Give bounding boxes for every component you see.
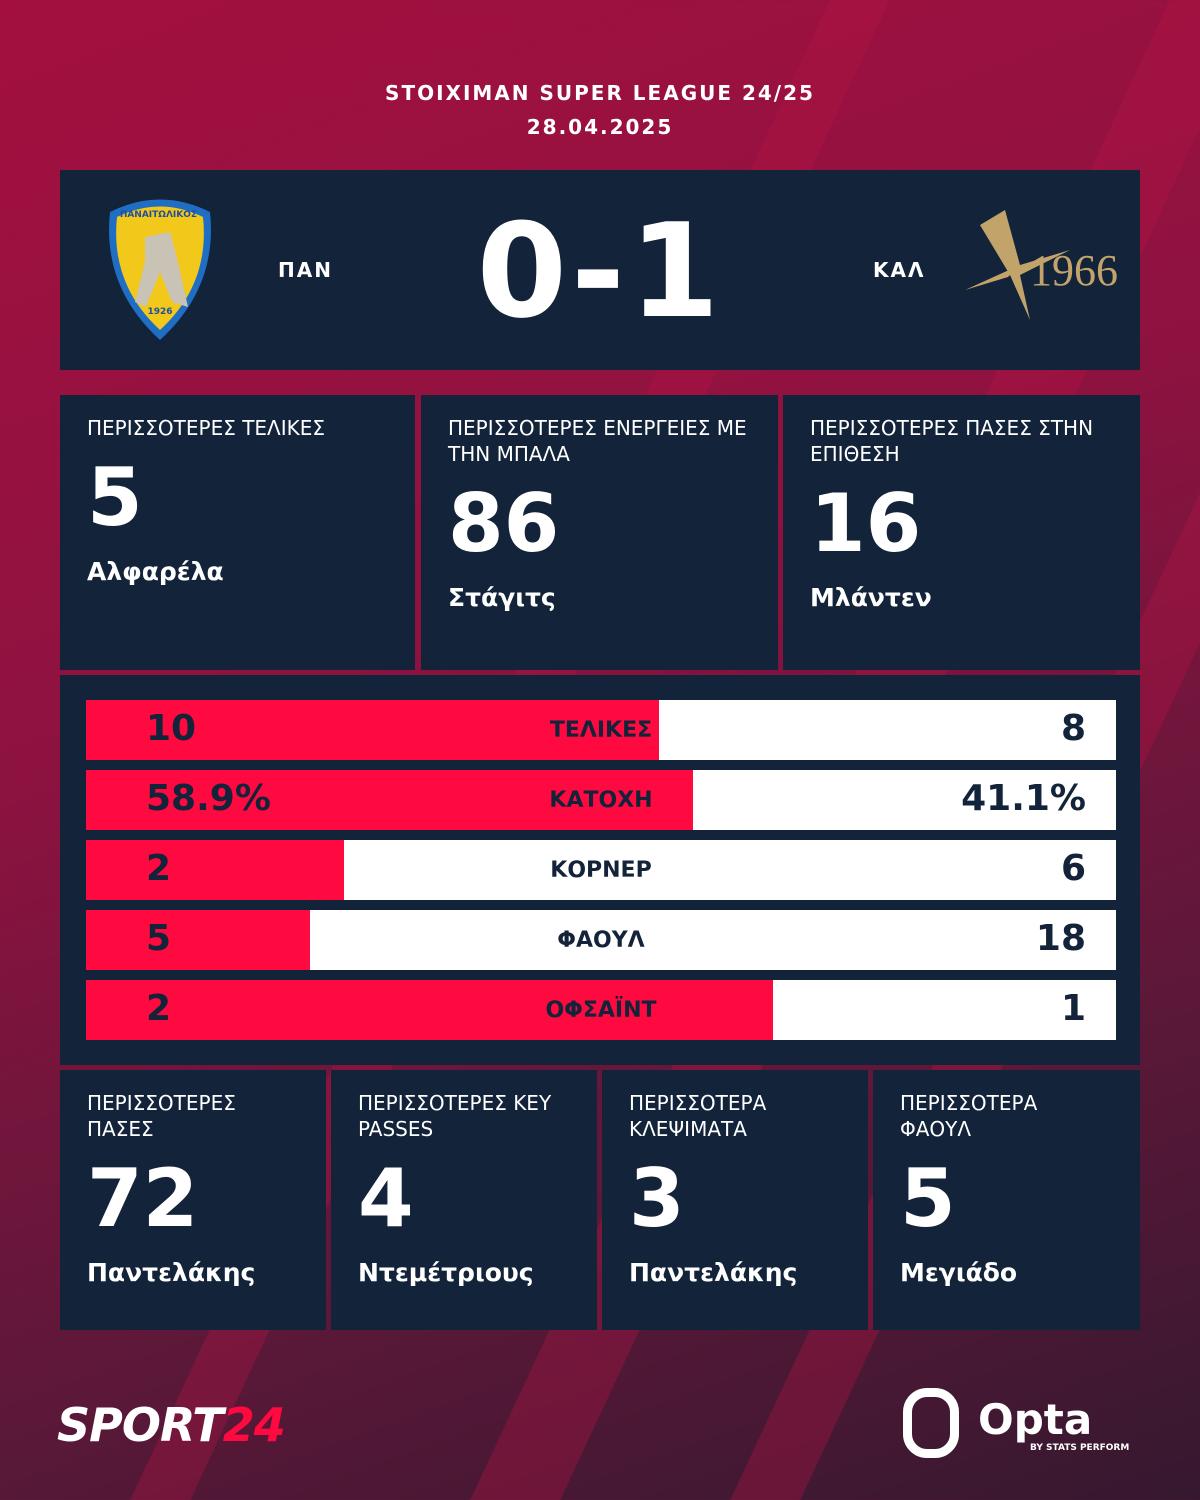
competition: STOIXIMAN SUPER LEAGUE 24/25 bbox=[385, 81, 815, 105]
home-logo-text: ΠΑΝΑΙΤΩΛΙΚΟΣ 1926 bbox=[120, 210, 200, 317]
card-player: Παντελάκης bbox=[87, 1258, 256, 1287]
card-title: ΠΕΡΙΣΣΟΤΕΡΑ ΦΑΟΥΛ bbox=[900, 1091, 1038, 1141]
card-value: 5 bbox=[900, 1152, 956, 1245]
stat-card: ΠΕΡΙΣΣΟΤΕΡΑ ΦΑΟΥΛ 5 Μεγιάδο bbox=[873, 1070, 1140, 1330]
team-stats: 10 ΤΕΛΙΚΕΣ 8 58.9% ΚΑΤΟΧΗ 41.1% 2 ΚΟΡΝΕΡ 6 5 ΦΑΟΥΛ… bbox=[60, 675, 1140, 1065]
stat-bar: 58.9% ΚΑΤΟΧΗ 41.1% bbox=[86, 770, 1116, 830]
away-team-abbr: ΚΑΛ bbox=[873, 258, 926, 282]
home-fill bbox=[86, 770, 693, 830]
card-value: 86 bbox=[448, 477, 560, 570]
header: STOIXIMAN SUPER LEAGUE 24/25 28.04.2025 bbox=[0, 76, 1200, 144]
stat-bar: 2 ΚΟΡΝΕΡ 6 bbox=[86, 840, 1116, 900]
card-title: ΠΕΡΙΣΣΟΤΕΡΑ ΚΛΕΨΙΜΑΤΑ bbox=[629, 1091, 767, 1141]
card-player: Παντελάκης bbox=[629, 1258, 798, 1287]
scoreboard: ΠΑΝΑΙΤΩΛΙΚΟΣ 1926 ΠΑΝ 0-1 ΚΑΛ 1966 bbox=[60, 170, 1140, 370]
sport24-logo-a: SPORT bbox=[57, 1398, 224, 1452]
stat-card: ΠΕΡΙΣΣΟΤΕΡΕΣ ΠΑΣΕΣ ΣΤΗΝ ΕΠΙΘΕΣΗ 16 Μλάντεν bbox=[783, 395, 1140, 670]
home-value: 2 bbox=[146, 988, 172, 1029]
stat-card: ΠΕΡΙΣΣΟΤΕΡΕΣ ΕΝΕΡΓΕΙΕΣ ΜΕ ΤΗΝ ΜΠΑΛΑ 86 Στά… bbox=[421, 395, 778, 670]
away-value: 1 bbox=[1060, 988, 1086, 1029]
card-player: Στάγιτς bbox=[448, 583, 556, 612]
stat-bar: 10 ΤΕΛΙΚΕΣ 8 bbox=[86, 700, 1116, 760]
card-player: Μεγιάδο bbox=[900, 1258, 1018, 1287]
home-fill bbox=[86, 840, 344, 900]
away-value: 41.1% bbox=[961, 778, 1086, 819]
home-team-abbr: ΠΑΝ bbox=[278, 258, 333, 282]
home-team-logo: ΠΑΝΑΙΤΩΛΙΚΟΣ 1926 bbox=[109, 199, 211, 340]
away-value: 18 bbox=[1035, 918, 1086, 959]
away-team-logo: 1966 bbox=[965, 210, 1118, 320]
stat-card: ΠΕΡΙΣΣΟΤΕΡΕΣ ΠΑΣΕΣ 72 Παντελάκης bbox=[60, 1070, 326, 1330]
match-date: 28.04.2025 bbox=[526, 115, 674, 139]
card-player: Αλφαρέλα bbox=[87, 557, 224, 586]
card-title: ΠΕΡΙΣΣΟΤΕΡΕΣ ΕΝΕΡΓΕΙΕΣ ΜΕ ΤΗΝ ΜΠΑΛΑ bbox=[448, 416, 747, 466]
card-player: Μλάντεν bbox=[810, 583, 932, 612]
stat-label: ΚΑΤΟΧΗ bbox=[549, 788, 653, 813]
stat-label: ΚΟΡΝΕΡ bbox=[550, 858, 652, 883]
card-title: ΠΕΡΙΣΣΟΤΕΡΕΣ ΤΕΛΙΚΕΣ bbox=[87, 416, 326, 440]
away-value: 6 bbox=[1060, 848, 1086, 889]
home-fill bbox=[86, 910, 310, 970]
card-title: ΠΕΡΙΣΣΟΤΕΡΕΣ ΠΑΣΕΣ ΣΤΗΝ ΕΠΙΘΕΣΗ bbox=[810, 416, 1094, 466]
card-title: ΠΕΡΙΣΣΟΤΕΡΕΣ ΠΑΣΕΣ bbox=[87, 1091, 236, 1141]
stat-card: ΠΕΡΙΣΣΟΤΕΡΕΣ ΤΕΛΙΚΕΣ 5 Αλφαρέλα bbox=[60, 395, 415, 670]
stat-card: ΠΕΡΙΣΣΟΤΕΡΕΣ KEY PASSES 4 Ντεμέτριους bbox=[331, 1070, 597, 1330]
card-value: 5 bbox=[87, 451, 143, 544]
opta-icon bbox=[903, 1388, 959, 1458]
home-value: 58.9% bbox=[146, 778, 271, 819]
card-value: 72 bbox=[87, 1152, 199, 1245]
stat-bar: 2 ΟΦΣΑΪΝΤ 1 bbox=[86, 980, 1116, 1040]
card-value: 16 bbox=[810, 477, 922, 570]
card-value: 3 bbox=[629, 1152, 685, 1245]
home-value: 5 bbox=[146, 918, 172, 959]
score: 0-1 bbox=[476, 195, 724, 347]
card-value: 4 bbox=[358, 1152, 414, 1245]
stat-label: ΟΦΣΑΪΝΤ bbox=[545, 998, 657, 1023]
stat-label: ΦΑΟΥΛ bbox=[557, 928, 645, 953]
away-value: 8 bbox=[1060, 708, 1086, 749]
sport24-logo-b: 24 bbox=[222, 1398, 286, 1452]
card-title: ΠΕΡΙΣΣΟΤΕΡΕΣ KEY PASSES bbox=[358, 1091, 552, 1141]
away-logo-text: 1966 bbox=[1030, 246, 1118, 295]
opta-sub: BY STATS PERFORM bbox=[1030, 1443, 1130, 1453]
card-player: Ντεμέτριους bbox=[358, 1258, 534, 1287]
home-value: 2 bbox=[146, 848, 172, 889]
stat-bar: 5 ΦΑΟΥΛ 18 bbox=[86, 910, 1116, 970]
stat-label: ΤΕΛΙΚΕΣ bbox=[549, 718, 653, 743]
home-value: 10 bbox=[146, 708, 197, 749]
home-fill bbox=[86, 700, 659, 760]
home-fill bbox=[86, 980, 773, 1040]
stat-card: ΠΕΡΙΣΣΟΤΕΡΑ ΚΛΕΨΙΜΑΤΑ 3 Παντελάκης bbox=[602, 1070, 868, 1330]
sport24-logo: SPORT24 bbox=[57, 1398, 286, 1452]
opta-logo: Opta bbox=[978, 1395, 1093, 1444]
